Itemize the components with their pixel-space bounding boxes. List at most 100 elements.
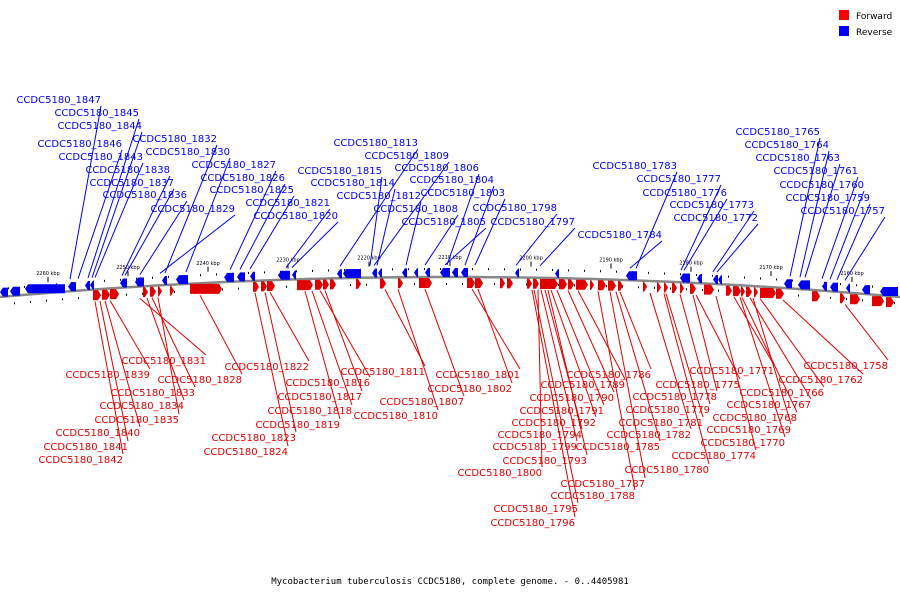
- reverse-gene-feature: [135, 277, 144, 287]
- minor-tick: [440, 268, 441, 271]
- reverse-gene-leader: [444, 227, 487, 266]
- reverse-gene-feature: [337, 269, 342, 279]
- forward-gene-leader: [665, 293, 704, 418]
- minor-tick: [216, 273, 217, 276]
- reverse-gene-label: CCDC5180_1821: [245, 198, 330, 209]
- forward-gene-label: CCDC5180_1769: [706, 425, 791, 436]
- minor-tick: [552, 269, 553, 272]
- forward-gene-leader: [550, 289, 597, 418]
- forward-gene-leader: [547, 289, 588, 456]
- reverse-gene-label: CCDC5180_1813: [333, 138, 418, 149]
- forward-gene-feature: [143, 287, 148, 298]
- reverse-gene-labels: CCDC5180_1847 CCDC5180_1845 CCDC5180_1844 C…: [16, 95, 886, 281]
- forward-gene-label: CCDC5180_1802: [427, 384, 512, 395]
- minor-tick: [744, 276, 745, 279]
- reverse-gene-label: CCDC5180_1763: [755, 153, 840, 164]
- reverse-gene-feature: [862, 285, 870, 295]
- forward-gene-label: CCDC5180_1824: [203, 447, 288, 458]
- minor-tick: [856, 284, 857, 287]
- reverse-gene-leader: [91, 131, 143, 278]
- forward-gene-feature: [690, 283, 696, 294]
- reverse-gene-leader: [159, 214, 236, 274]
- reverse-gene-label: CCDC5180_1761: [773, 166, 858, 177]
- minor-tick: [520, 268, 521, 271]
- minor-tick: [536, 268, 537, 271]
- minor-tick: [568, 269, 569, 272]
- forward-gene-label: CCDC5180_1789: [540, 380, 625, 391]
- forward-gene-leader: [146, 297, 185, 401]
- minor-tick: [472, 268, 473, 271]
- minor-tick: [862, 299, 863, 302]
- forward-gene-feature: [93, 290, 101, 301]
- forward-gene-leader: [741, 297, 798, 413]
- forward-gene-label: CCDC5180_1795: [493, 504, 578, 515]
- forward-gene-leader: [556, 289, 605, 406]
- forward-gene-label: CCDC5180_1842: [38, 455, 123, 466]
- forward-gene-feature: [267, 281, 275, 292]
- minor-tick: [200, 274, 201, 277]
- reverse-gene-label: CCDC5180_1805: [401, 217, 486, 228]
- reverse-gene-label: CCDC5180_1808: [373, 204, 458, 215]
- forward-gene-feature: [726, 285, 732, 296]
- forward-gene-feature: [776, 288, 784, 299]
- reverse-gene-label: CCDC5180_1826: [200, 173, 285, 184]
- reverse-gene-feature: [713, 274, 718, 284]
- scale-ticks: 2260 kbp 2250 kbp 2240 kbp 2230 kbp 2220 kbp…: [8, 255, 895, 305]
- forward-gene-leader: [537, 289, 543, 468]
- forward-gene-feature: [527, 278, 532, 289]
- minor-tick: [830, 296, 831, 299]
- map-caption: Mycobacterium tuberculosis CCDC5180, com…: [271, 577, 629, 587]
- minor-tick: [574, 284, 575, 287]
- minor-tick: [494, 283, 495, 286]
- minor-tick: [30, 300, 31, 303]
- minor-tick: [792, 279, 793, 282]
- forward-gene-feature: [261, 281, 267, 292]
- reverse-gene-leader: [94, 162, 144, 278]
- forward-gene-feature: [812, 291, 820, 302]
- forward-gene-feature: [500, 278, 505, 289]
- forward-gene-label: CCDC5180_1831: [121, 356, 206, 367]
- forward-gene-leader: [157, 297, 180, 415]
- forward-gene-leader: [782, 299, 864, 375]
- forward-gene-feature: [672, 282, 677, 293]
- reverse-gene-leader: [121, 175, 171, 276]
- forward-gene-label: CCDC5180_1775: [655, 380, 740, 391]
- forward-gene-labels: CCDC5180_1831 CCDC5180_1839 CCDC5180_1828 C…: [38, 288, 889, 529]
- minor-tick: [846, 298, 847, 301]
- forward-gene-label: CCDC5180_1788: [550, 491, 635, 502]
- forward-gene-leader: [254, 292, 289, 447]
- forward-gene-label: CCDC5180_1767: [726, 400, 811, 411]
- forward-gene-feature: [754, 287, 758, 298]
- forward-gene-feature: [170, 285, 174, 296]
- minor-tick: [446, 283, 447, 286]
- minor-tick: [664, 272, 665, 275]
- reverse-gene-leader: [515, 213, 558, 266]
- forward-gene-leader: [477, 288, 513, 384]
- reverse-gene-label: CCDC5180_1846: [37, 139, 122, 150]
- forward-gene-label: CCDC5180_1778: [632, 392, 717, 403]
- reverse-gene-label: CCDC5180_1809: [364, 151, 449, 162]
- forward-gene-label: CCDC5180_1758: [803, 361, 888, 372]
- minor-tick: [424, 268, 425, 271]
- reverse-gene-feature: [784, 279, 792, 289]
- forward-gene-feature: [746, 286, 752, 297]
- reverse-gene-leader: [712, 210, 755, 273]
- forward-gene-leader: [733, 296, 775, 366]
- reverse-gene-feature: [372, 268, 377, 278]
- minor-tick: [686, 288, 687, 291]
- scale-tick-label: 2180 kbp: [679, 261, 703, 267]
- reverse-gene-label: CCDC5180_1777: [636, 174, 721, 185]
- minor-tick: [584, 269, 585, 272]
- forward-gene-leader: [663, 293, 710, 465]
- minor-tick: [408, 268, 409, 271]
- forward-gene-feature: [356, 278, 361, 289]
- forward-gene-leader: [304, 290, 341, 420]
- minor-tick: [622, 285, 623, 288]
- forward-gene-feature: [657, 282, 661, 293]
- forward-gene-label: CCDC5180_1807: [379, 397, 464, 408]
- reverse-gene-feature: [250, 271, 255, 281]
- reverse-gene-label: CCDC5180_1812: [336, 191, 421, 202]
- reverse-gene-label: CCDC5180_1843: [58, 152, 143, 163]
- minor-tick: [680, 273, 681, 276]
